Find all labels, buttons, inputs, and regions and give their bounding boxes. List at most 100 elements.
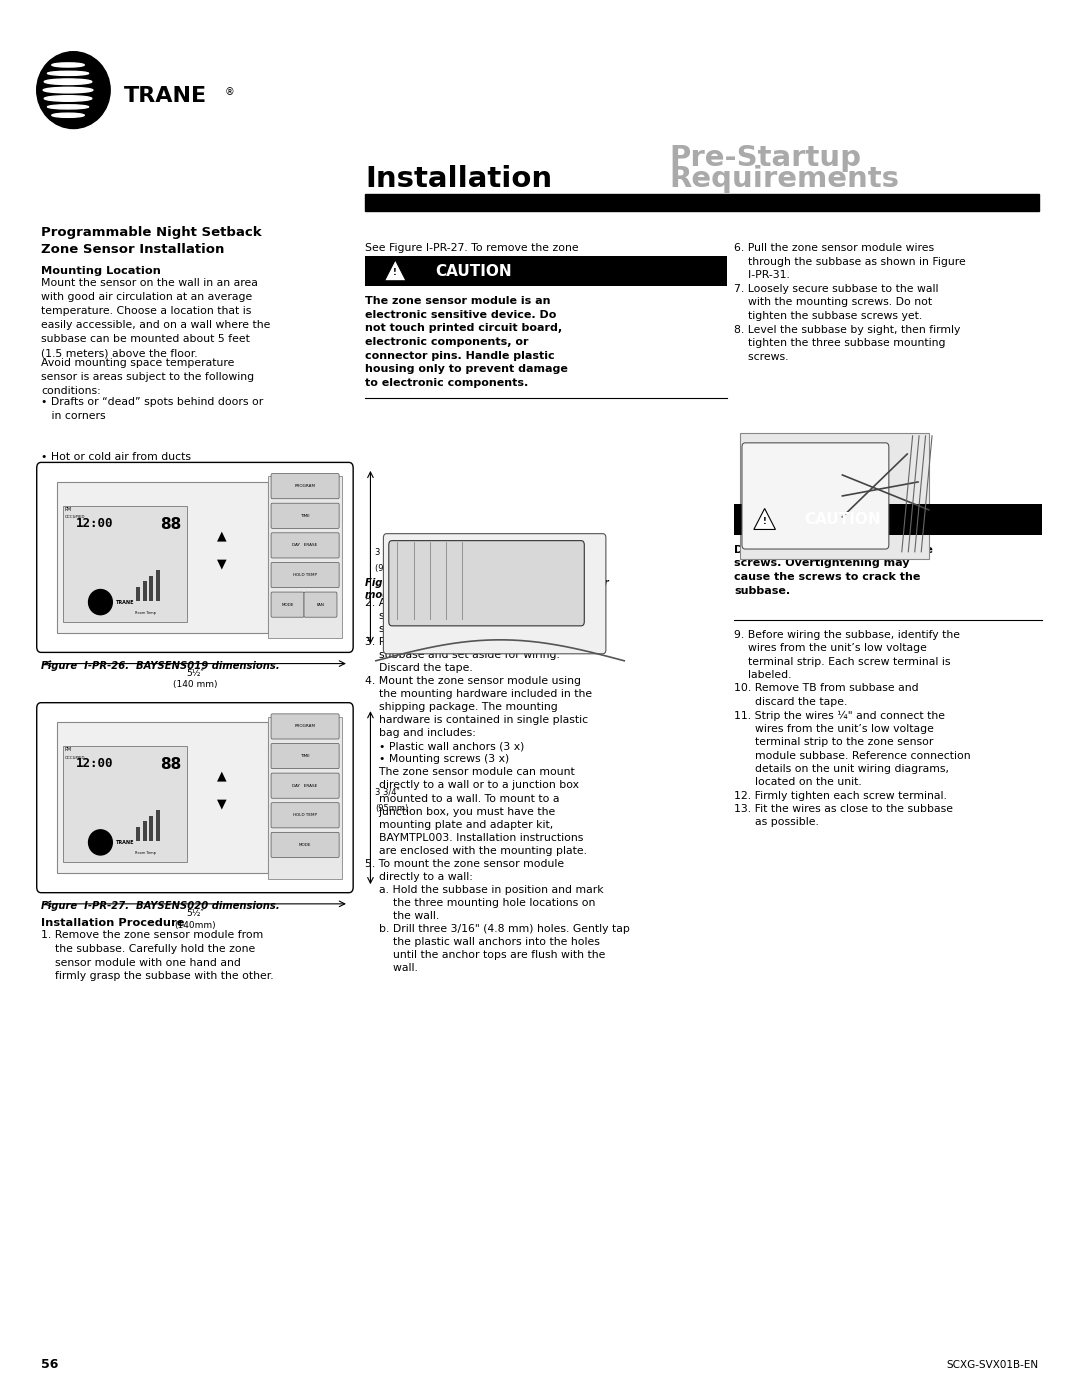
Text: Mount the sensor on the wall in an area
with good air circulation at an average
: Mount the sensor on the wall in an area … — [41, 278, 270, 358]
Text: ▲: ▲ — [217, 529, 226, 542]
Bar — [365, 194, 1039, 211]
Text: 5½″: 5½″ — [186, 909, 204, 918]
Text: • Hot or cold air from ducts: • Hot or cold air from ducts — [41, 453, 191, 462]
Text: 3 3/4″: 3 3/4″ — [375, 788, 400, 796]
Text: HOLD TEMP: HOLD TEMP — [293, 813, 318, 817]
Text: MODE: MODE — [281, 602, 294, 606]
FancyBboxPatch shape — [271, 803, 339, 828]
FancyBboxPatch shape — [271, 773, 339, 798]
Text: Pre-Startup: Pre-Startup — [670, 144, 862, 172]
Text: Installation Procedure: Installation Procedure — [41, 918, 185, 928]
Text: Zone Sensor Installation: Zone Sensor Installation — [41, 243, 225, 256]
FancyBboxPatch shape — [271, 474, 339, 499]
Text: (140 mm): (140 mm) — [173, 680, 217, 689]
Text: FAN: FAN — [316, 602, 324, 606]
Text: TRANE: TRANE — [116, 840, 134, 845]
Bar — [143, 821, 147, 841]
Bar — [734, 504, 1042, 535]
Text: (95 mm): (95 mm) — [375, 564, 410, 573]
Text: 5½″: 5½″ — [186, 669, 204, 678]
Text: CAUTION: CAUTION — [435, 264, 512, 278]
Text: Figure  I-PR-29.  Securing  the  subbase.: Figure I-PR-29. Securing the subbase. — [734, 520, 962, 529]
Ellipse shape — [89, 830, 112, 855]
Text: • Unheated or non-cooled surfaces
   behind the sensor, such as outside walls: • Unheated or non-cooled surfaces behind… — [41, 555, 272, 578]
FancyBboxPatch shape — [383, 534, 606, 654]
Ellipse shape — [44, 95, 92, 102]
Text: Avoid mounting space temperature
sensor is areas subject to the following
condit: Avoid mounting space temperature sensor … — [41, 358, 254, 395]
Text: ▼: ▼ — [217, 557, 226, 570]
Text: 12:00: 12:00 — [76, 517, 113, 529]
Text: !: ! — [762, 517, 767, 525]
Bar — [63, 506, 187, 622]
Text: TRANE: TRANE — [116, 599, 134, 605]
FancyBboxPatch shape — [271, 743, 339, 768]
Bar — [57, 482, 268, 633]
Bar — [740, 433, 929, 559]
Bar — [149, 816, 153, 841]
Text: Figure  I-PR-27.  BAYSENS020 dimensions.: Figure I-PR-27. BAYSENS020 dimensions. — [41, 901, 280, 911]
Text: MODE: MODE — [299, 842, 311, 847]
Text: • Drafts or “dead” spots behind doors or
   in corners: • Drafts or “dead” spots behind doors or… — [41, 398, 264, 420]
Ellipse shape — [89, 590, 112, 615]
Text: SCXG-SVX01B-EN: SCXG-SVX01B-EN — [947, 1359, 1039, 1370]
Text: 6. Pull the zone sensor module wires
    through the subbase as shown in Figure
: 6. Pull the zone sensor module wires thr… — [734, 243, 967, 362]
Text: HOLD TEMP: HOLD TEMP — [293, 573, 318, 577]
Bar — [143, 581, 147, 601]
Text: OCCUPIED: OCCUPIED — [65, 515, 85, 520]
Bar — [136, 587, 140, 601]
Ellipse shape — [48, 105, 89, 109]
FancyBboxPatch shape — [271, 563, 339, 588]
Text: Mounting Location: Mounting Location — [41, 265, 161, 277]
Text: !: ! — [393, 268, 397, 277]
Text: CAUTION: CAUTION — [805, 513, 881, 527]
FancyBboxPatch shape — [271, 714, 339, 739]
Text: ▼: ▼ — [217, 798, 226, 810]
FancyBboxPatch shape — [37, 703, 353, 893]
Bar — [268, 476, 342, 638]
Text: PM: PM — [65, 747, 72, 753]
Bar — [156, 570, 160, 601]
FancyBboxPatch shape — [271, 833, 339, 858]
Ellipse shape — [44, 78, 92, 85]
FancyBboxPatch shape — [742, 443, 889, 549]
Text: DAY   ERASE: DAY ERASE — [293, 543, 318, 548]
Text: ®: ® — [225, 87, 234, 98]
Ellipse shape — [52, 113, 84, 117]
Ellipse shape — [52, 63, 84, 67]
Bar — [63, 746, 187, 862]
Text: DAY   ERASE: DAY ERASE — [293, 784, 318, 788]
Text: PM: PM — [65, 507, 72, 513]
Text: PROGRAM: PROGRAM — [295, 485, 315, 488]
Bar — [268, 717, 342, 879]
Text: • Radiant heat from the sun or appliances: • Radiant heat from the sun or appliance… — [41, 486, 271, 496]
Bar — [365, 256, 727, 286]
Text: (95mm): (95mm) — [375, 805, 408, 813]
FancyBboxPatch shape — [389, 541, 584, 626]
Text: Room Temp: Room Temp — [135, 851, 156, 855]
Text: The zone sensor module is an
electronic sensitive device. Do
not touch printed c: The zone sensor module is an electronic … — [365, 296, 568, 388]
Text: Installation: Installation — [365, 165, 552, 193]
Text: 1. Remove the zone sensor module from
    the subbase. Carefully hold the zone
 : 1. Remove the zone sensor module from th… — [41, 930, 273, 981]
Text: 88: 88 — [160, 757, 181, 773]
Text: 2. After disassembly, protect the internal
    surfaces from contact with object: 2. After disassembly, protect the intern… — [365, 598, 630, 974]
Text: Figure  I-PR-28.  Removing the zone sensor
module from  the  subbase.: Figure I-PR-28. Removing the zone sensor… — [365, 578, 609, 599]
Text: See Figure I-PR-27. To remove the zone
sensor module from the subbase,
gently pu: See Figure I-PR-27. To remove the zone s… — [365, 243, 579, 281]
FancyBboxPatch shape — [305, 592, 337, 617]
Polygon shape — [384, 260, 406, 281]
Text: TIME: TIME — [300, 754, 310, 759]
Text: OCCUPIED: OCCUPIED — [65, 756, 85, 760]
Text: (140mm): (140mm) — [174, 921, 216, 929]
Text: TRANE: TRANE — [124, 87, 207, 106]
Text: 12:00: 12:00 — [76, 757, 113, 770]
Text: Figure  I-PR-26.  BAYSENS019 dimensions.: Figure I-PR-26. BAYSENS019 dimensions. — [41, 661, 280, 671]
Bar — [149, 576, 153, 601]
Text: 9. Before wiring the subbase, identify the
    wires from the unit’s low voltage: 9. Before wiring the subbase, identify t… — [734, 630, 971, 827]
Text: TIME: TIME — [300, 514, 310, 518]
Bar — [57, 722, 268, 873]
Text: PROGRAM: PROGRAM — [295, 725, 315, 728]
Bar — [156, 810, 160, 841]
Text: 88: 88 — [160, 517, 181, 532]
Text: • Concealed pipes and chimneys: • Concealed pipes and chimneys — [41, 521, 220, 531]
Text: ▲: ▲ — [217, 770, 226, 782]
FancyBboxPatch shape — [37, 462, 353, 652]
